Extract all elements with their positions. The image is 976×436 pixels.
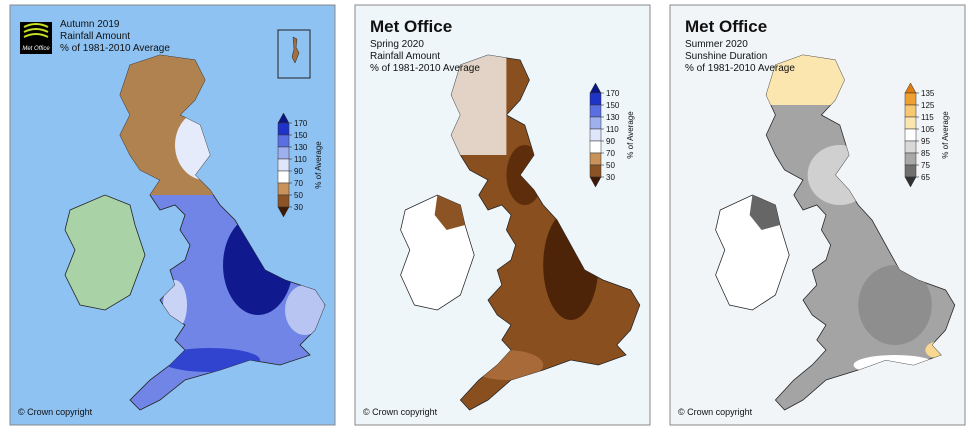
title-line: Summer 2020 — [685, 39, 748, 50]
region — [285, 285, 325, 335]
legend-swatch — [904, 152, 917, 166]
legend-tick-label: 110 — [294, 155, 307, 164]
logo-text: Met Office — [685, 17, 767, 36]
legend-swatch — [277, 194, 290, 208]
legend-swatch — [904, 128, 917, 142]
title-line: Rainfall Amount — [370, 51, 440, 62]
legend-tick-label: 125 — [921, 101, 935, 110]
legend-swatch — [904, 164, 917, 178]
shetland — [291, 36, 300, 64]
legend-tick-label: 50 — [294, 191, 303, 200]
title-line: Spring 2020 — [370, 39, 424, 50]
legend-tick-label: 90 — [294, 167, 303, 176]
legend: 170 150 130 110 90 70 50 30 % of Average — [277, 112, 323, 218]
legend-swatch — [904, 116, 917, 130]
legend-tick-label: 30 — [294, 203, 303, 212]
copyright: © Crown copyright — [678, 407, 753, 417]
legend-tick-label: 75 — [921, 161, 930, 170]
legend-swatch — [589, 128, 602, 142]
inset-box — [277, 29, 311, 79]
legend-swatch — [277, 134, 290, 148]
region — [858, 265, 932, 345]
legend-label: % of Average — [314, 141, 323, 189]
legend: 170 150 130 110 90 70 50 30 % of Average — [589, 82, 635, 188]
copyright: © Crown copyright — [18, 407, 93, 417]
legend-cap — [904, 176, 917, 188]
legend-label: % of Average — [626, 111, 635, 159]
logo-text: Met Office — [22, 46, 50, 52]
legend-swatch — [589, 164, 602, 178]
legend-tick-label: 30 — [606, 173, 615, 182]
legend-swatch — [589, 140, 602, 154]
legend-swatch — [277, 170, 290, 184]
legend-swatch — [277, 146, 290, 160]
legend-tick-label: 70 — [294, 179, 303, 188]
legend-tick-label: 115 — [921, 113, 934, 122]
logo-text: Met Office — [370, 17, 452, 36]
legend-tick-label: 130 — [606, 113, 620, 122]
legend: 135 125 115 105 95 85 75 65 % of Average — [904, 82, 950, 188]
title-line: Rainfall Amount — [60, 31, 130, 42]
panel: Met Office Autumn 2019 Rainfall Amount %… — [9, 4, 336, 426]
legend-tick-label: 90 — [606, 137, 615, 146]
legend-label: % of Average — [941, 111, 950, 159]
legend-swatch — [904, 104, 917, 118]
logo-mark — [23, 23, 49, 38]
legend-swatch — [277, 122, 290, 136]
legend-swatch — [277, 182, 290, 196]
copyright: © Crown copyright — [363, 407, 438, 417]
legend-tick-label: 135 — [921, 89, 935, 98]
legend-cap — [277, 206, 290, 218]
legend-swatch — [904, 92, 917, 106]
legend-swatch — [589, 92, 602, 106]
panel: Met Office Summer 2020 Sunshine Duration… — [669, 4, 966, 426]
title-line: Autumn 2019 — [60, 19, 120, 30]
title-line: % of 1981-2010 Average — [685, 63, 795, 74]
legend-tick-label: 130 — [294, 143, 308, 152]
title-line: % of 1981-2010 Average — [60, 43, 170, 54]
legend-swatch — [589, 152, 602, 166]
legend-tick-label: 150 — [294, 131, 308, 140]
legend-tick-label: 105 — [921, 125, 935, 134]
legend-swatch — [589, 104, 602, 118]
title-line: % of 1981-2010 Average — [370, 63, 480, 74]
legend-cap — [589, 176, 602, 188]
legend-tick-label: 95 — [921, 137, 930, 146]
legend-tick-label: 85 — [921, 149, 930, 158]
region — [451, 55, 507, 155]
legend-tick-label: 110 — [606, 125, 619, 134]
legend-swatch — [589, 116, 602, 130]
legend-swatch — [904, 140, 917, 154]
legend-tick-label: 150 — [606, 101, 620, 110]
legend-tick-label: 50 — [606, 161, 615, 170]
title-line: Sunshine Duration — [685, 51, 767, 62]
legend-tick-label: 170 — [294, 119, 308, 128]
legend-tick-label: 170 — [606, 89, 620, 98]
legend-swatch — [277, 158, 290, 172]
legend-tick-label: 65 — [921, 173, 930, 182]
panel: Met Office Spring 2020 Rainfall Amount %… — [354, 4, 651, 426]
legend-tick-label: 70 — [606, 149, 615, 158]
